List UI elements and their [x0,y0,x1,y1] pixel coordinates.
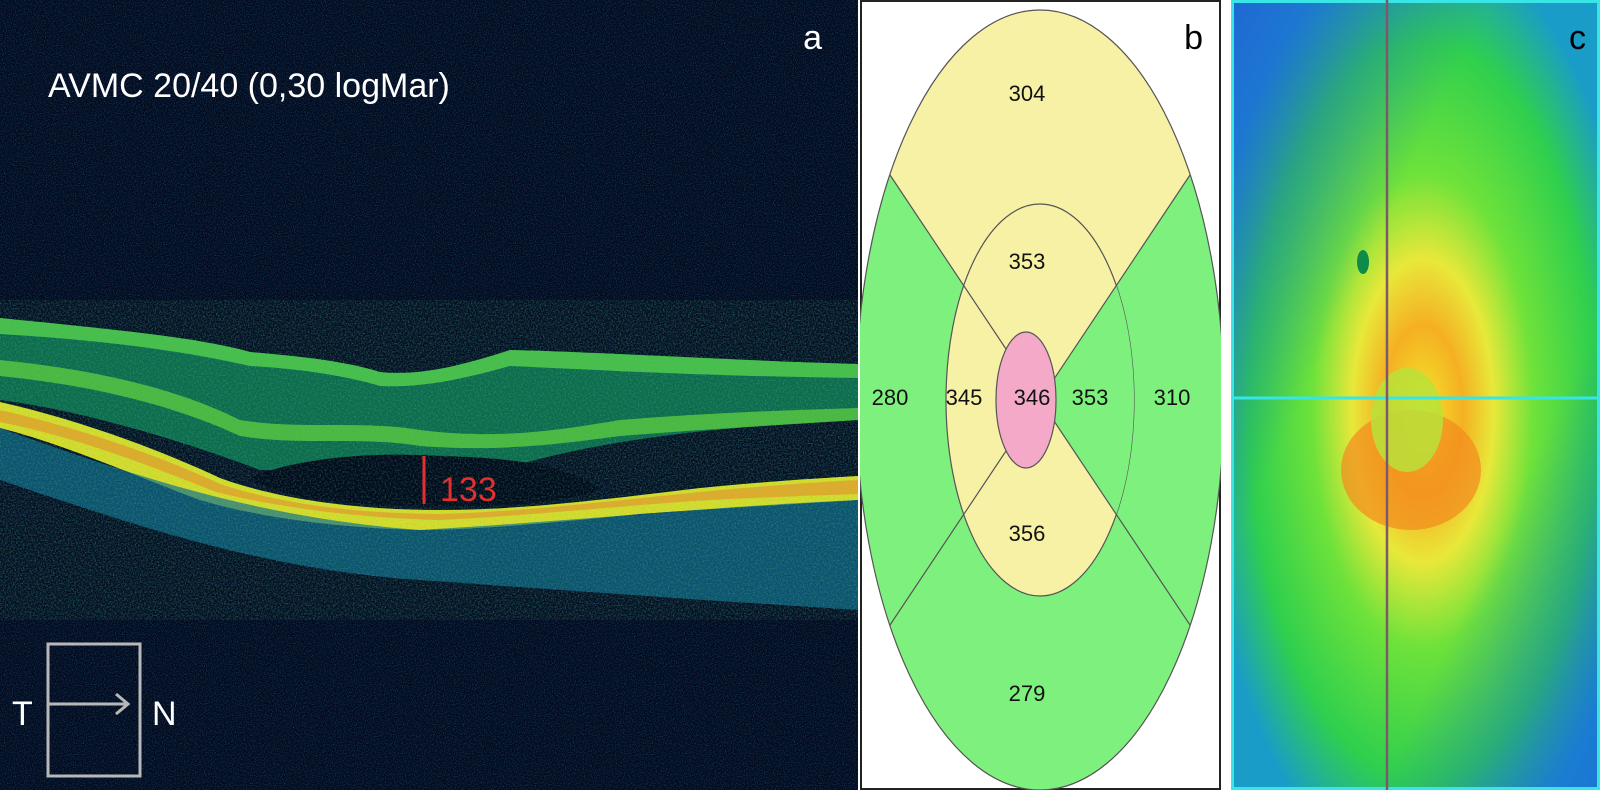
orientation-temporal-label: T [12,695,33,733]
panel-label-b: b [1184,19,1203,57]
orientation-box [46,642,142,778]
value-outer-superior: 304 [1008,81,1046,106]
thickness-measurement-value: 133 [440,471,497,509]
value-inner-nasal: 353 [1071,385,1109,410]
enface-map-panel: c [1231,0,1600,790]
etdrs-map-diagram [860,0,1221,790]
panel-label-a: a [803,19,822,57]
oct-bscan-image [0,0,858,790]
visual-acuity-text: AVMC 20/40 (0,30 logMar) [48,67,450,105]
orientation-nasal-label: N [152,695,177,733]
value-outer-inferior: 279 [1008,681,1046,706]
value-inner-temporal: 345 [945,385,983,410]
value-outer-temporal: 280 [871,385,909,410]
central-subfield [995,331,1057,469]
value-central: 346 [1013,385,1051,410]
value-outer-nasal: 310 [1153,385,1191,410]
value-inner-inferior: 356 [1008,521,1046,546]
enface-thickness-image [1231,0,1600,790]
panel-label-c: c [1569,19,1586,57]
oct-bscan-panel: a AVMC 20/40 (0,30 logMar) 133 T N [0,0,858,790]
thickness-map-panel: b 304 353 280 345 346 353 310 356 279 [860,0,1221,790]
value-inner-superior: 353 [1008,249,1046,274]
